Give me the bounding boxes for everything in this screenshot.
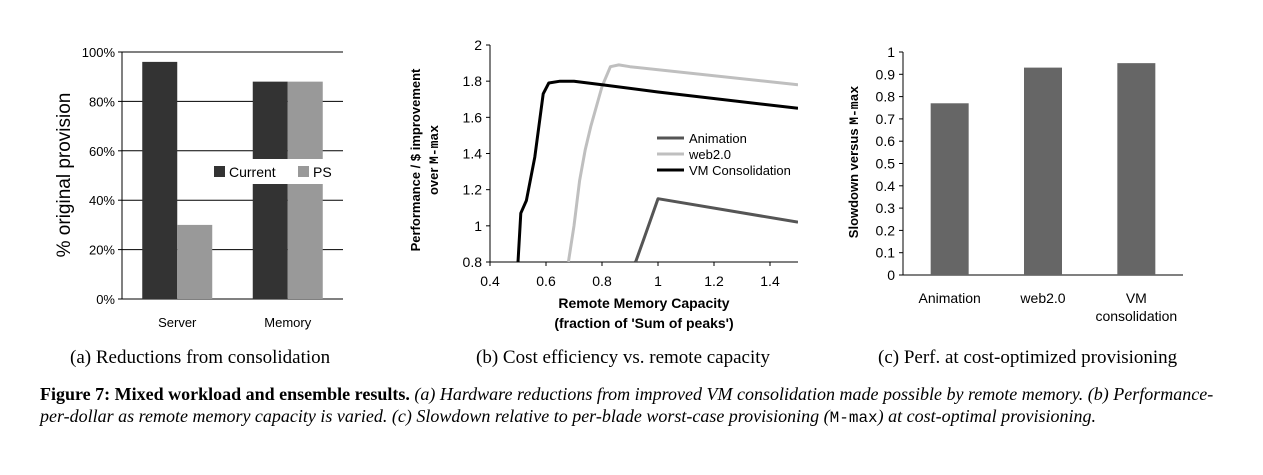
bar-a-current-memory (252, 81, 288, 299)
y-axis-label-a: % original provision (54, 93, 75, 258)
legend-label-b-animation: Animation (689, 131, 747, 146)
y-tick-label-b: 2 (474, 37, 482, 53)
bar-a-ps-server (177, 224, 213, 299)
y-tick-label-c: 0.3 (876, 200, 896, 216)
figure-7: 0% 20% 40% 60% 80% 100% Server Memory % original… (54, 37, 1183, 331)
y-tick-label-b: 1.8 (463, 73, 483, 89)
y-tick-label-b: 1.2 (463, 182, 483, 198)
x-tick-label-b: 0.8 (592, 273, 612, 289)
x-axis-label-b-1: Remote Memory Capacity (558, 295, 729, 311)
line-b-vm-consolidation (516, 79, 798, 262)
bar-a-ps-memory (287, 81, 323, 299)
x-tick-label-b: 1.4 (760, 273, 780, 289)
legend-label-a-current: Current (229, 164, 276, 180)
y-tick-label-c: 0.7 (876, 111, 896, 127)
legend-label-a-ps: PS (313, 164, 332, 180)
subcaption-a: (a) Reductions from consolidation (70, 347, 331, 368)
subcaption-c: (c) Perf. at cost-optimized provisioning (878, 347, 1178, 368)
subcaption-b: (b) Cost efficiency vs. remote capacity (476, 347, 771, 368)
bar-a-current-server (142, 61, 178, 299)
x-tick-label-a: Memory (264, 315, 311, 330)
figure-caption: Figure 7: Mixed workload and ensemble re… (40, 383, 1230, 429)
y-tick-label-a: 40% (89, 193, 115, 208)
legend-swatch-a-current (214, 166, 225, 177)
y-axis-label-c-code: M-max (847, 86, 862, 125)
y-tick-label-c: 0.1 (876, 245, 896, 261)
y-tick-label-b: 0.8 (463, 254, 483, 270)
y-tick-label-b: 1 (474, 218, 482, 234)
y-tick-label-c: 0.5 (876, 156, 896, 172)
y-axis-label-b-1: Performance / $ improvement (408, 68, 423, 251)
y-tick-label-b: 1.4 (463, 146, 483, 162)
x-tick-label-b: 1.2 (704, 273, 724, 289)
x-tick-label-c-animation-0: Animation (919, 290, 981, 306)
x-tick-label-c-vm-consolidation-1: consolidation (1095, 308, 1177, 324)
x-tick-label-b: 0.4 (480, 273, 500, 289)
y-tick-label-b: 1.6 (463, 109, 483, 125)
y-tick-label-c: 0.8 (876, 89, 896, 105)
bar-c-animation (930, 103, 969, 275)
line-b-animation (634, 197, 798, 262)
x-tick-label-a: Server (158, 315, 197, 330)
caption-body-2: ) at cost-optimal provisioning. (877, 406, 1096, 426)
legend-swatch-a-ps (298, 166, 309, 177)
caption-code: M-max (829, 409, 878, 427)
y-tick-label-a: 0% (96, 292, 115, 307)
y-tick-label-a: 20% (89, 243, 115, 258)
y-axis-label-b-2-prefix: over (426, 164, 441, 195)
line-b-web2-0 (566, 63, 798, 262)
x-tick-label-b: 0.6 (536, 273, 556, 289)
y-tick-label-a: 60% (89, 144, 115, 159)
y-axis-label-b-2-code: M-max (427, 125, 442, 164)
y-axis-label-b-2: over M-max (426, 125, 442, 195)
bar-c-web2-0 (1024, 67, 1062, 275)
x-tick-label-c-web2-0-0: web2.0 (1019, 290, 1065, 306)
bar-c-vm-consolidation (1117, 63, 1156, 276)
legend-label-b-vm-consolidation: VM Consolidation (689, 163, 791, 178)
x-tick-label-b: 1 (654, 273, 662, 289)
y-tick-label-c: 0.9 (876, 66, 896, 82)
y-tick-label-c: 1 (887, 44, 895, 60)
legend-box-a (208, 159, 338, 184)
y-axis-label-c-prefix: Slowdown versus (846, 125, 861, 238)
x-axis-label-b-2: (fraction of 'Sum of peaks') (554, 315, 733, 331)
y-tick-label-c: 0.2 (876, 222, 896, 238)
y-tick-label-a: 80% (89, 94, 115, 109)
caption-lead: Figure 7: Mixed workload and ensemble re… (40, 384, 410, 404)
y-tick-label-c: 0.6 (876, 133, 896, 149)
chart-c-slowdown: 0 0.1 0.2 0.3 0.4 0.5 0.6 0.7 0.8 0.9 1 Animation we… (846, 44, 1183, 324)
y-axis-label-c: Slowdown versus M-max (846, 86, 862, 239)
chart-b-cost-efficiency: 0.8 1 1.2 1.4 1.6 1.8 2 0.4 0.6 0.8 1 1.2 1.4 Animati… (408, 37, 798, 331)
chart-a-reductions: 0% 20% 40% 60% 80% 100% Server Memory % original… (54, 45, 343, 330)
legend-label-b-web2-0: web2.0 (688, 147, 731, 162)
y-tick-label-c: 0.4 (876, 178, 896, 194)
y-tick-label-c: 0 (887, 267, 895, 283)
caption-body-1: (a) Hardware reductions from improved VM… (40, 384, 1214, 426)
y-tick-label-a: 100% (82, 45, 116, 60)
x-tick-label-c-vm-consolidation-0: VM (1126, 290, 1147, 306)
